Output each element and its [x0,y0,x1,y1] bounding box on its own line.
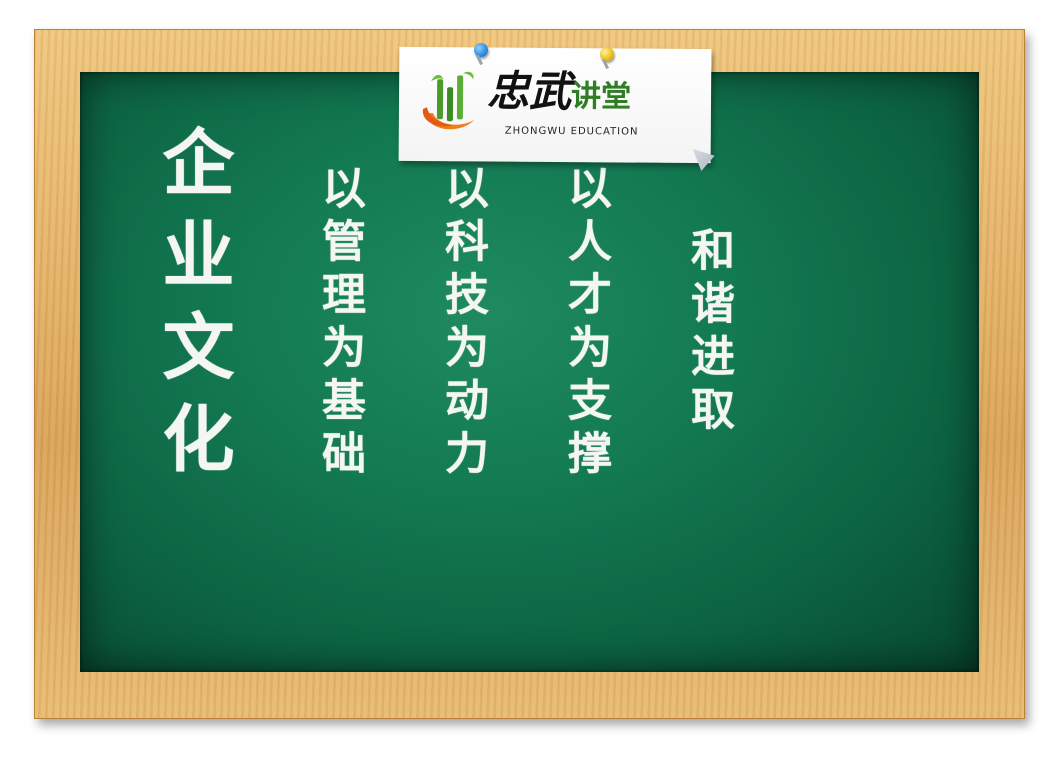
motto-column-harmony: 和谐进取 [683,227,734,439]
logo-brand-text: 忠武 [486,66,572,117]
bamboo-logo-icon [422,71,475,130]
board-title: 企业文化 [150,125,234,493]
logo-chinese-name: 忠武讲堂 [486,66,632,120]
motto-column-technology: 以科技为动力 [437,165,488,483]
blue-pushpin-icon [474,43,488,57]
logo-note: 忠武讲堂 ZHONGWU EDUCATION [398,46,712,163]
motto-column-management: 以管理为基础 [314,165,365,483]
chalkboard [80,72,979,672]
logo-hall-text: 讲堂 [570,79,632,115]
motto-column-talent: 以人才为支撑 [560,165,611,483]
yellow-pushpin-icon [600,47,614,61]
logo-english-name: ZHONGWU EDUCATION [504,125,639,138]
